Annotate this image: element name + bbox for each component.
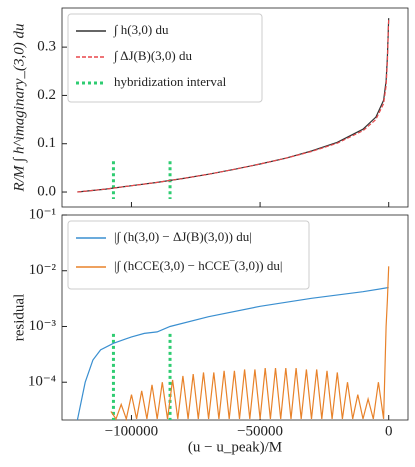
- legend-label: ∫ h(3,0) du: [113, 22, 169, 38]
- legend-box: [67, 220, 310, 290]
- x-axis-label: (u − u_peak)/M: [188, 439, 282, 455]
- legend-label: ∫ ΔJ(B)(3,0) du: [113, 48, 193, 64]
- legend-label: |∫ (h(3,0) − ΔJ(B)(3,0)) du|: [114, 229, 252, 245]
- y-axis-label: R/M ∫ h^imaginary_(3,0) du: [11, 24, 27, 193]
- y-axis-label: residual: [11, 294, 27, 341]
- x-tick-label: 0: [385, 423, 393, 439]
- y-tick-label: 0.0: [37, 183, 56, 199]
- legend-label: hybridization interval: [114, 74, 227, 89]
- series-line: [77, 18, 390, 193]
- x-tick-label: −50000: [237, 423, 283, 439]
- y-tick-label: 0.3: [37, 39, 56, 55]
- plot-frame: [61, 214, 409, 421]
- y-tick-label: 10⁻³: [29, 318, 57, 334]
- y-tick-label: 0.2: [37, 87, 56, 103]
- x-tick-label: −100000: [105, 423, 158, 439]
- legend-label: |∫ (hCCE(3,0) − hCCE‾(3,0)) du|: [114, 258, 282, 274]
- y-tick-label: 10⁻¹: [29, 206, 56, 222]
- series-line: [110, 266, 390, 422]
- legend-box: [67, 13, 263, 103]
- y-tick-label: 0.1: [37, 135, 56, 151]
- y-tick-label: 10⁻²: [29, 262, 57, 278]
- series-line: [76, 286, 389, 421]
- plot-frame: [61, 7, 409, 208]
- y-tick-label: 10⁻⁴: [28, 374, 56, 390]
